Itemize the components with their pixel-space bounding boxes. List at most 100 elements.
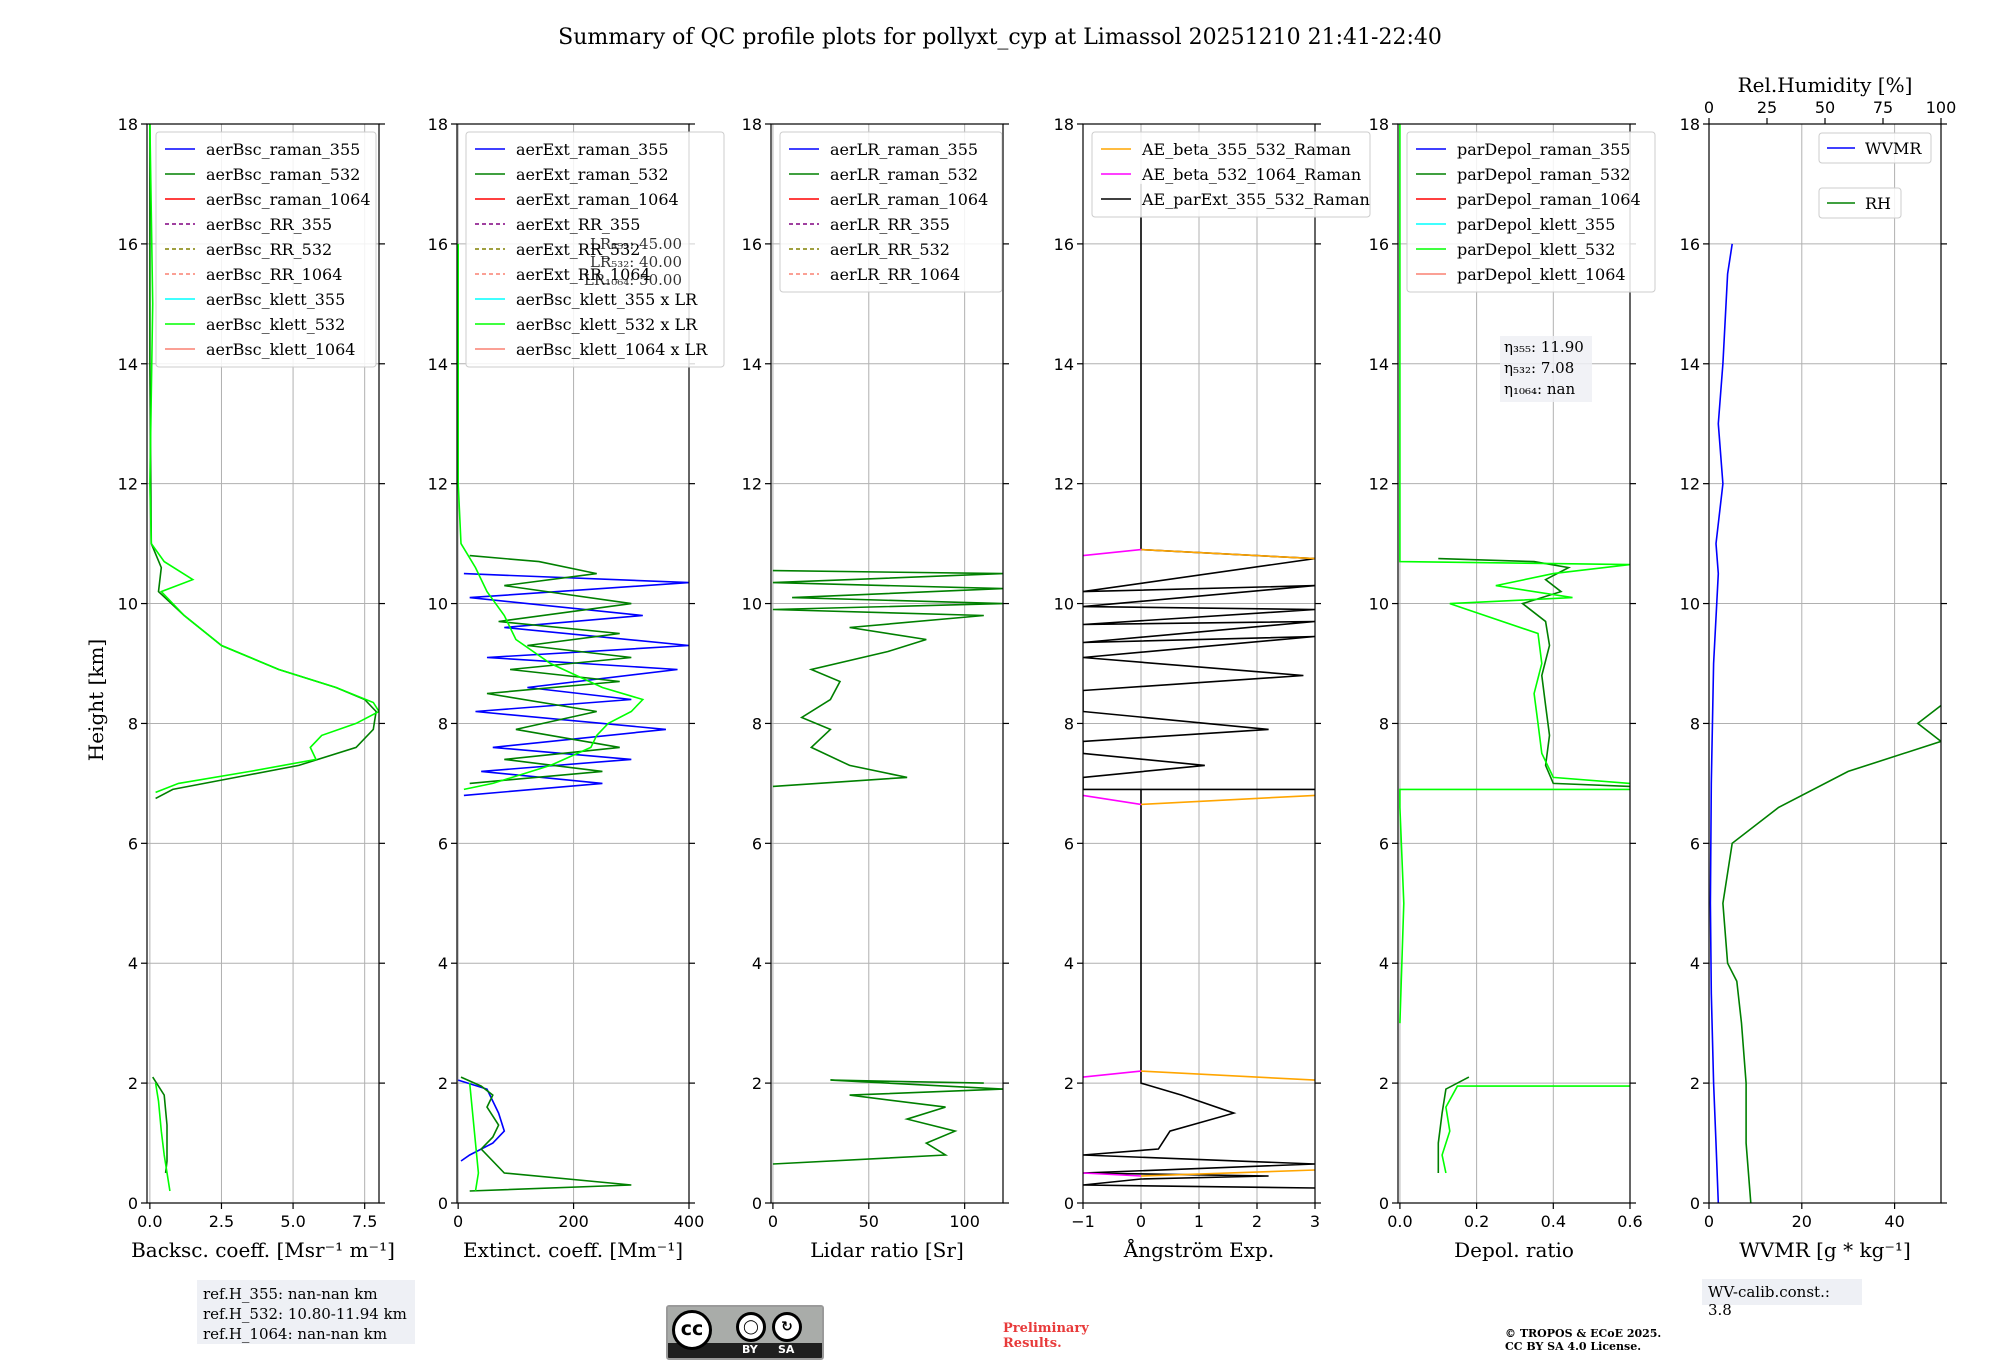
legend-depol: parDepol_raman_355 parDepol_raman_532 parD…: [1406, 131, 1656, 293]
y-tick-label-8: 16: [1369, 235, 1389, 254]
x-tick-label-0: 0.0: [137, 1212, 162, 1231]
series-parDepol_raman_532_low: [1437, 1076, 1470, 1173]
x-axis-label-angstrom: Ångström Exp.: [1123, 1237, 1274, 1262]
cc-sa-label: SA: [778, 1343, 795, 1356]
series-RH: [1722, 704, 1941, 1203]
axes-frame-backscatter: [146, 123, 380, 1204]
series-AE_beta_532_1064_Raman_c: [1083, 1070, 1142, 1078]
x-tick-label-0: 0: [1704, 1212, 1714, 1231]
y-tick-label-5: 10: [1680, 595, 1700, 614]
x-tick-label-2: 40: [1884, 1212, 1904, 1231]
legend-label-3: parDepol_klett_355: [1457, 215, 1615, 234]
panel-extinction: 0 2 4 6 8 10 12 14 16 18 0 200 400 Extinct. coeff. [M…: [428, 115, 725, 1262]
series-AE_parExt_355_532_Raman: [1083, 183, 1315, 1189]
series-aerLR_raman_532: [772, 569, 1003, 788]
preliminary-notice: Preliminary Results.: [1003, 1321, 1089, 1351]
cc-license-badge: cc ◯ ↻ BY SA: [666, 1305, 824, 1360]
top-x-tick-label-0: 0: [1704, 98, 1714, 117]
x-tick-label-0: 0: [768, 1212, 778, 1231]
panel-lidar_ratio: 0 2 4 6 8 10 12 14 16 18 0 50 100 Lidar ratio [Sr] aer…: [742, 115, 1009, 1262]
series-aerLR_raman_532_low: [772, 1079, 1003, 1165]
legend-box: [155, 131, 377, 368]
series-aerBsc_klett_532_low: [154, 1082, 171, 1192]
legend-lidar_ratio: aerLR_raman_355 aerLR_raman_532 aerLR_rama…: [779, 131, 1003, 293]
y-tick-label-1: 2: [128, 1074, 138, 1093]
y-tick-label-7: 14: [1680, 355, 1700, 374]
y-tick-label-4: 8: [438, 714, 448, 733]
axes-frame-depol: [1397, 123, 1631, 1204]
y-tick-label-9: 18: [742, 115, 762, 134]
series-WVMR: [1709, 243, 1733, 1203]
eta-box: [1500, 336, 1592, 402]
x-axis-label-backscatter: Backsc. coeff. [Msr⁻¹ m⁻¹]: [131, 1238, 395, 1262]
x-tick-label-0: −1: [1071, 1212, 1095, 1231]
y-tick-label-4: 8: [1379, 714, 1389, 733]
legend-label-0: WVMR: [1865, 139, 1922, 158]
x-tick-label-1: 200: [558, 1212, 589, 1231]
series-parDepol_klett_532_low: [1399, 788, 1630, 1024]
legend-label-6: aerBsc_klett_355 x LR: [516, 290, 698, 309]
series-aerBsc_klett_532: [149, 124, 379, 794]
legend-label-3: aerLR_RR_355: [830, 215, 950, 234]
x-tick-label-2: 0.4: [1541, 1212, 1566, 1231]
y-tick-label-9: 18: [428, 115, 448, 134]
y-tick-label-7: 14: [118, 355, 138, 374]
y-tick-label-4: 8: [1064, 714, 1074, 733]
legend-label-7: aerBsc_klett_532: [206, 315, 345, 334]
y-tick-label-9: 18: [1680, 115, 1700, 134]
top-x-tick-label-2: 50: [1815, 98, 1835, 117]
y-tick-label-8: 16: [1054, 235, 1074, 254]
cc-by-label: BY: [742, 1343, 758, 1356]
legend-label-5: aerExt_RR_1064: [516, 265, 651, 284]
x-tick-label-0: 0.0: [1387, 1212, 1412, 1231]
y-tick-label-3: 6: [1064, 834, 1074, 853]
y-tick-label-7: 14: [742, 355, 762, 374]
legend-label-2: AE_parExt_355_532_Raman: [1141, 190, 1370, 209]
x-tick-label-3: 0.6: [1617, 1212, 1642, 1231]
y-tick-label-3: 6: [1379, 834, 1389, 853]
y-tick-label-0: 0: [1064, 1194, 1074, 1213]
eta-label-2: η₁₀₆₄: nan: [1504, 380, 1575, 398]
legend-label-5: parDepol_klett_1064: [1457, 265, 1626, 284]
legend-label-0: aerLR_raman_355: [830, 140, 978, 159]
x-tick-label-2: 100: [949, 1212, 980, 1231]
x-axis-label-depol: Depol. ratio: [1454, 1238, 1574, 1262]
x-tick-label-1: 20: [1792, 1212, 1812, 1231]
legend-extinction: aerExt_raman_355 aerExt_raman_532 aerExt_r…: [465, 131, 725, 368]
copyright-notice: © TROPOS & ECoE 2025. CC BY SA 4.0 Licen…: [1505, 1327, 1661, 1353]
legend-label-2: aerExt_raman_1064: [516, 190, 679, 209]
legend-label-2: aerLR_raman_1064: [830, 190, 988, 209]
series-AE_beta_355_532_Raman_d: [1140, 1169, 1315, 1177]
legend-label-1: aerBsc_raman_532: [206, 165, 360, 184]
y-tick-label-5: 10: [742, 595, 762, 614]
legend-label-4: aerLR_RR_532: [830, 240, 950, 259]
x-tick-label-1: 2.5: [209, 1212, 234, 1231]
copyright-line-2: CC BY SA 4.0 License.: [1505, 1340, 1642, 1353]
legend-label-1: AE_beta_532_1064_Raman: [1141, 165, 1361, 184]
ref-h-355: ref.H_355: nan-nan km: [203, 1285, 378, 1303]
y-tick-label-0: 0: [1379, 1194, 1389, 1213]
y-tick-label-6: 12: [428, 475, 448, 494]
x-tick-label-2: 1: [1194, 1212, 1204, 1231]
y-tick-label-6: 12: [118, 475, 138, 494]
y-tick-label-2: 4: [128, 954, 138, 973]
legend-label-4: parDepol_klett_532: [1457, 240, 1615, 259]
y-tick-label-7: 14: [1369, 355, 1389, 374]
x-tick-label-1: 50: [859, 1212, 879, 1231]
legend-label-5: aerBsc_RR_1064: [206, 265, 342, 284]
y-tick-label-1: 2: [438, 1074, 448, 1093]
legend-label-1: aerExt_raman_532: [516, 165, 669, 184]
eta-label-1: η₅₃₂: 7.08: [1504, 359, 1574, 377]
y-tick-label-8: 16: [118, 235, 138, 254]
lr-annotation-0: LR₃₅₅: 45.00: [590, 235, 682, 253]
legend-label-0: aerBsc_raman_355: [206, 140, 360, 159]
y-tick-label-2: 4: [1064, 954, 1074, 973]
panel-depol: 0 2 4 6 8 10 12 14 16 18 0.0 0.2 0.4 0.6 Depol. ratio p…: [1369, 115, 1656, 1262]
x-axis-label-lidar_ratio: Lidar ratio [Sr]: [810, 1238, 964, 1262]
y-axis-label: Height [km]: [84, 639, 108, 761]
series-parDepol_klett_532: [1399, 124, 1630, 785]
legend-label-3: aerBsc_RR_355: [206, 215, 332, 234]
y-tick-label-5: 10: [118, 595, 138, 614]
legend-label-1: parDepol_raman_532: [1457, 165, 1630, 184]
